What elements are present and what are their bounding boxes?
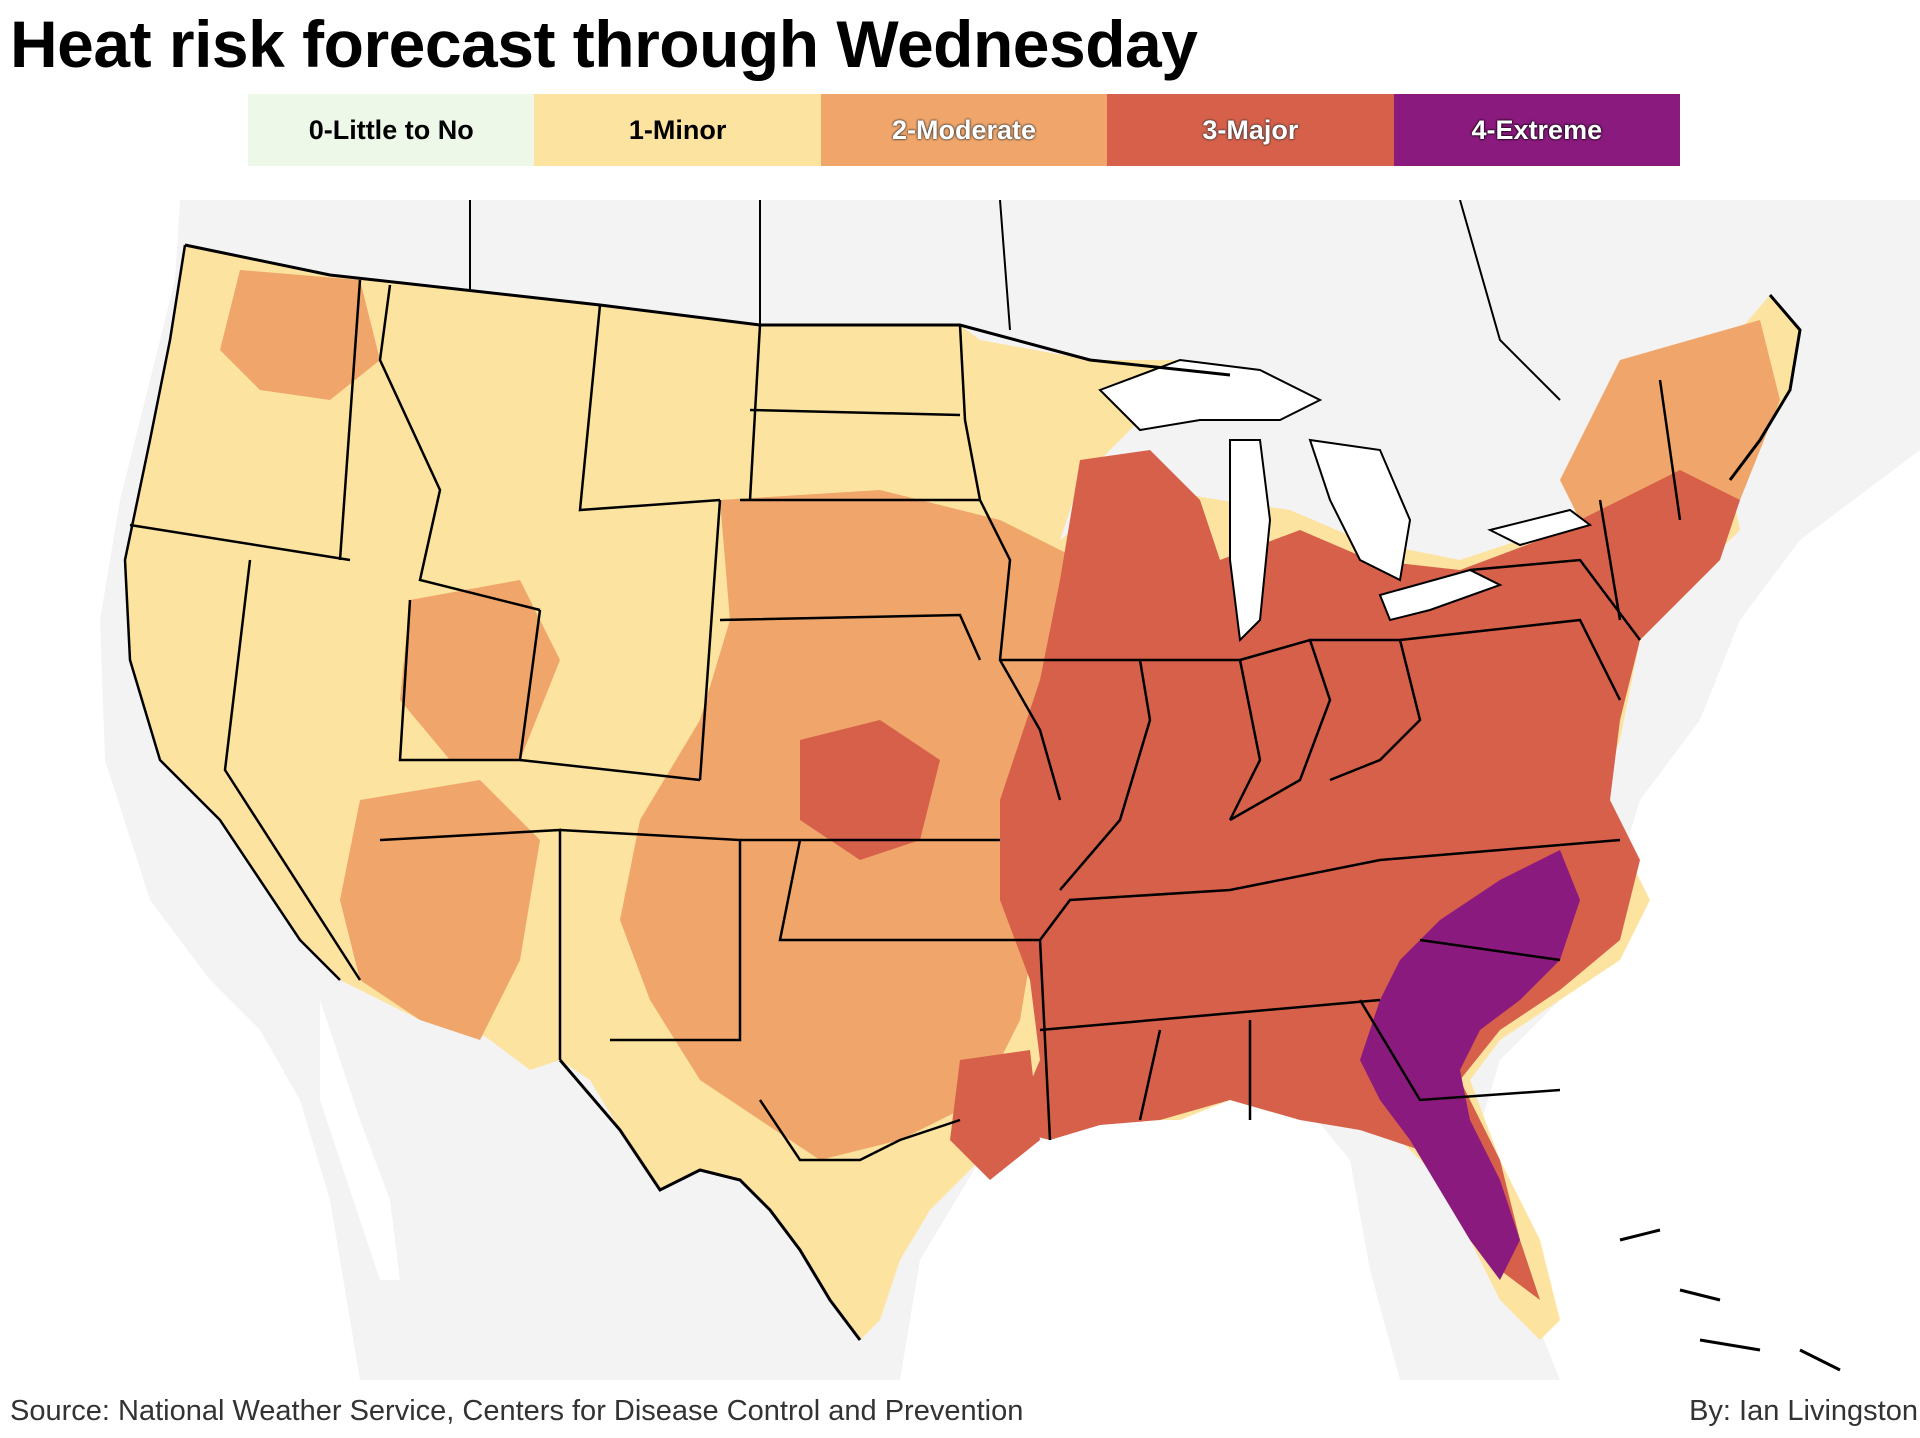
pacific-ocean [0,200,360,1380]
risk-zone-moderate [400,580,560,760]
lake-ontario [1487,508,1593,547]
legend-item-major: 3-Major [1107,94,1394,166]
heat-risk-legend: 0-Little to No 1-Minor 2-Moderate 3-Majo… [248,94,1681,166]
legend-label: 3-Major [1202,114,1299,145]
legend-label: 2-Moderate [892,114,1037,145]
legend-item-minor: 1-Minor [534,94,821,166]
byline: By: Ian Livingston [1689,1395,1918,1427]
source-note: Source: National Weather Service, Center… [10,1395,1024,1427]
page-title: Heat risk forecast through Wednesday [10,7,1198,81]
legend-label: 4-Extreme [1471,114,1603,145]
province-borders [469,200,1561,401]
risk-zone-moderate [340,780,540,1040]
risk-zone-extreme [1360,850,1580,1280]
state-borders [123,244,1682,1162]
risk-zone-moderate [220,270,380,400]
heat-risk-map [0,200,1920,1380]
legend-item-moderate: 2-Moderate [820,94,1108,166]
risk-zone-major [800,720,940,860]
lake-michigan [1229,439,1272,643]
legend-item-extreme: 4-Extreme [1393,94,1681,166]
gulf-of-mexico [900,1080,1400,1380]
legend-item-little-to-no: 0-Little to No [248,94,535,166]
legend-label: 1-Minor [628,114,727,145]
risk-zone-major [950,1050,1040,1180]
risk-zone-major [1000,450,1740,1300]
legend-label: 0-Little to No [308,114,474,145]
lake-erie [1378,568,1503,622]
lake-superior [1098,358,1323,432]
gulf-of-california [320,1000,400,1280]
caribbean-islands [1619,1228,1841,1372]
atlantic-ocean [1470,450,1920,1380]
lake-huron [1308,438,1412,582]
